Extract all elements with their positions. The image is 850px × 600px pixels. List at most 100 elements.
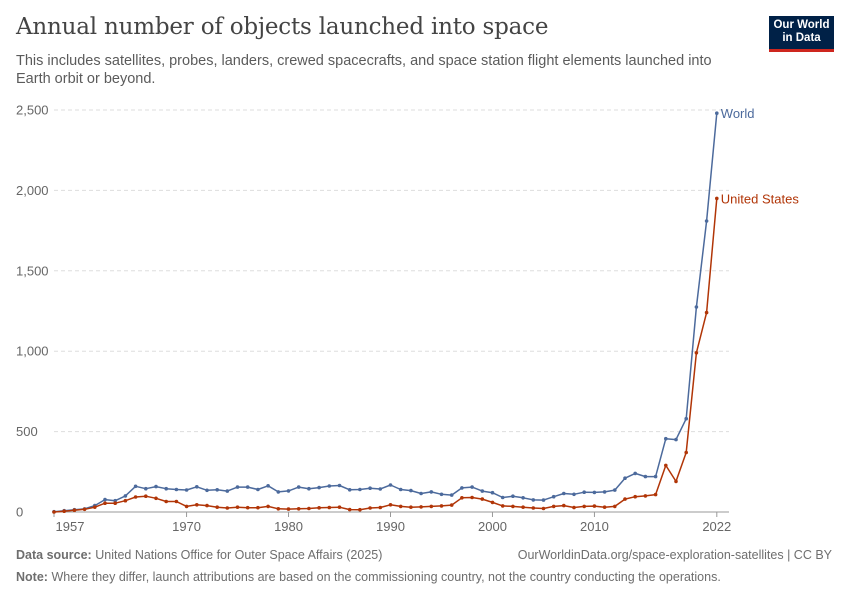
data-point xyxy=(378,505,383,510)
data-point xyxy=(113,498,117,503)
series-line xyxy=(53,198,718,513)
data-point xyxy=(347,507,352,512)
x-tick-label: 2010 xyxy=(580,519,609,534)
data-source-text[interactable]: United Nations Office for Outer Space Af… xyxy=(95,548,383,562)
data-point xyxy=(460,486,464,490)
data-point xyxy=(480,497,485,501)
data-point xyxy=(551,494,556,499)
data-point xyxy=(633,494,637,499)
data-point xyxy=(592,504,597,508)
data-point xyxy=(164,486,168,491)
y-tick-label: 0 xyxy=(16,505,23,520)
data-point xyxy=(643,494,648,498)
data-point xyxy=(429,490,434,494)
data-point xyxy=(286,489,291,493)
data-point xyxy=(409,505,413,510)
data-point xyxy=(500,495,505,500)
data-point xyxy=(470,495,474,500)
data-point xyxy=(398,487,403,492)
data-point xyxy=(347,488,352,492)
x-tick-label: 1990 xyxy=(376,519,405,534)
data-point xyxy=(715,111,719,115)
data-point xyxy=(103,501,107,506)
data-point xyxy=(674,437,678,442)
logo-line-2: in Data xyxy=(782,32,821,44)
data-point xyxy=(704,219,709,223)
data-point xyxy=(582,504,586,509)
data-point xyxy=(715,196,719,201)
y-tick-label: 1,000 xyxy=(16,344,49,359)
data-point xyxy=(500,504,505,508)
data-point xyxy=(235,505,240,510)
logo-line-1: Our World xyxy=(773,19,830,31)
data-point xyxy=(562,491,566,496)
data-point xyxy=(419,505,423,509)
data-point xyxy=(398,504,403,509)
data-point xyxy=(572,505,576,510)
y-tick-label: 2,000 xyxy=(16,183,49,198)
data-point xyxy=(490,500,495,505)
data-point xyxy=(337,483,342,488)
credit-link[interactable]: OurWorldinData.org/space-exploration-sat… xyxy=(517,548,832,562)
data-point xyxy=(164,499,168,504)
y-tick-label: 2,500 xyxy=(16,103,49,118)
data-point xyxy=(358,487,362,492)
data-point xyxy=(511,504,515,509)
data-point xyxy=(602,490,607,494)
data-point xyxy=(633,471,637,476)
data-point xyxy=(460,496,464,500)
data-point xyxy=(643,474,648,479)
data-point xyxy=(511,494,515,499)
data-point xyxy=(521,496,525,500)
data-point xyxy=(684,450,688,455)
data-point xyxy=(195,503,199,507)
chart-title: Annual number of objects launched into s… xyxy=(16,14,549,40)
data-point xyxy=(215,505,219,510)
data-point xyxy=(368,506,372,510)
data-point xyxy=(133,495,138,499)
data-point xyxy=(674,479,678,484)
data-point xyxy=(123,498,128,503)
owid-logo[interactable]: Our World in Data xyxy=(769,16,834,52)
data-point xyxy=(72,508,77,512)
data-point xyxy=(582,490,586,495)
data-point xyxy=(245,505,250,510)
chart-note: Note: Where they differ, launch attribut… xyxy=(16,570,721,584)
data-point xyxy=(317,485,321,490)
data-point xyxy=(205,488,209,493)
data-point xyxy=(623,497,627,501)
data-point xyxy=(653,492,658,497)
y-tick-label: 1,500 xyxy=(16,263,49,278)
data-point xyxy=(245,485,250,489)
data-point xyxy=(195,485,199,489)
data-point xyxy=(296,507,301,511)
data-point xyxy=(82,507,87,512)
data-point xyxy=(449,503,454,507)
data-point xyxy=(541,498,546,502)
data-point xyxy=(317,506,321,510)
data-point xyxy=(449,493,454,497)
data-point xyxy=(276,490,281,494)
x-tick-label: 1957 xyxy=(56,519,85,534)
data-point xyxy=(327,484,332,488)
data-point xyxy=(613,488,617,492)
data-point xyxy=(133,484,138,489)
data-point xyxy=(623,476,627,481)
data-point xyxy=(123,494,128,498)
data-point xyxy=(521,505,525,510)
series-label: World xyxy=(721,106,755,121)
data-point xyxy=(694,351,699,355)
data-point xyxy=(215,488,219,492)
data-point xyxy=(368,486,372,491)
note-text: Where they differ, launch attributions a… xyxy=(51,570,721,584)
data-point xyxy=(480,489,485,493)
data-point xyxy=(439,492,444,497)
data-point xyxy=(103,497,107,502)
data-point xyxy=(225,489,230,493)
data-point xyxy=(602,505,607,510)
data-point xyxy=(694,305,699,309)
data-point xyxy=(388,503,393,507)
data-point xyxy=(52,510,56,514)
data-point xyxy=(184,504,189,509)
